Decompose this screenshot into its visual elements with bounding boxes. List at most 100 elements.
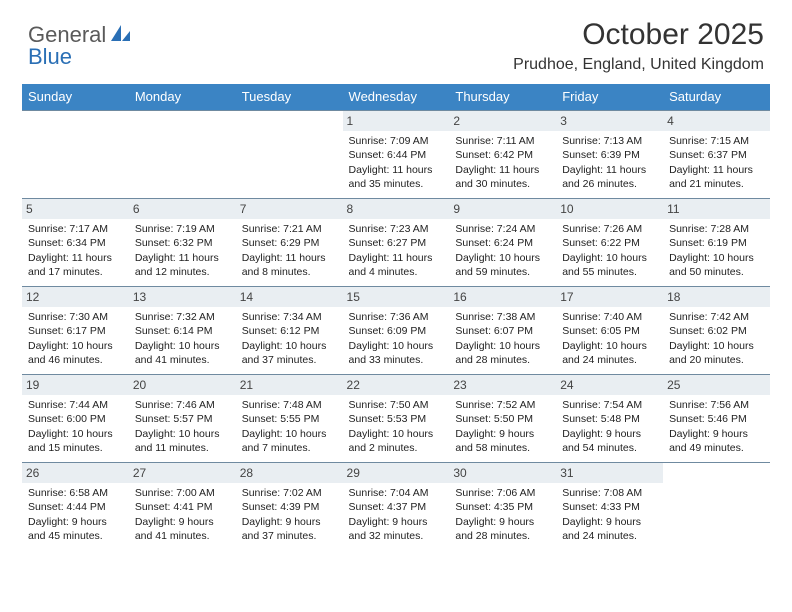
daylight-line: Daylight: 9 hours and 41 minutes. (135, 515, 230, 543)
sunrise-line: Sunrise: 7:02 AM (242, 486, 337, 500)
location-subtitle: Prudhoe, England, United Kingdom (22, 56, 764, 74)
calendar-cell: 24Sunrise: 7:54 AMSunset: 5:48 PMDayligh… (556, 375, 663, 463)
sunset-line: Sunset: 6:42 PM (455, 148, 550, 162)
day-number: 21 (236, 375, 343, 395)
calendar-cell: 23Sunrise: 7:52 AMSunset: 5:50 PMDayligh… (449, 375, 556, 463)
calendar-cell: 18Sunrise: 7:42 AMSunset: 6:02 PMDayligh… (663, 287, 770, 375)
daylight-line: Daylight: 9 hours and 24 minutes. (562, 515, 657, 543)
calendar-cell: 11Sunrise: 7:28 AMSunset: 6:19 PMDayligh… (663, 199, 770, 287)
calendar-cell (129, 111, 236, 199)
day-number: 3 (556, 111, 663, 131)
daylight-line: Daylight: 9 hours and 49 minutes. (669, 427, 764, 455)
sunset-line: Sunset: 4:39 PM (242, 500, 337, 514)
calendar-cell: 19Sunrise: 7:44 AMSunset: 6:00 PMDayligh… (22, 375, 129, 463)
day-number: 2 (449, 111, 556, 131)
daylight-line: Daylight: 11 hours and 35 minutes. (349, 163, 444, 191)
day-number: 25 (663, 375, 770, 395)
calendar-cell: 1Sunrise: 7:09 AMSunset: 6:44 PMDaylight… (343, 111, 450, 199)
calendar-cell: 15Sunrise: 7:36 AMSunset: 6:09 PMDayligh… (343, 287, 450, 375)
sunrise-line: Sunrise: 7:30 AM (28, 310, 123, 324)
day-number: 5 (22, 199, 129, 219)
day-number: 18 (663, 287, 770, 307)
calendar-cell: 27Sunrise: 7:00 AMSunset: 4:41 PMDayligh… (129, 463, 236, 551)
daylight-line: Daylight: 10 hours and 46 minutes. (28, 339, 123, 367)
daylight-line: Daylight: 10 hours and 41 minutes. (135, 339, 230, 367)
sunset-line: Sunset: 4:41 PM (135, 500, 230, 514)
day-number: 19 (22, 375, 129, 395)
sunset-line: Sunset: 6:19 PM (669, 236, 764, 250)
day-number: 12 (22, 287, 129, 307)
daylight-line: Daylight: 11 hours and 17 minutes. (28, 251, 123, 279)
brand-logo: General Blue (28, 22, 131, 48)
calendar-cell: 16Sunrise: 7:38 AMSunset: 6:07 PMDayligh… (449, 287, 556, 375)
sunrise-line: Sunrise: 7:21 AM (242, 222, 337, 236)
sunset-line: Sunset: 6:29 PM (242, 236, 337, 250)
calendar-cell: 22Sunrise: 7:50 AMSunset: 5:53 PMDayligh… (343, 375, 450, 463)
weekday-header: Monday (129, 84, 236, 111)
sunset-line: Sunset: 6:12 PM (242, 324, 337, 338)
calendar-cell: 13Sunrise: 7:32 AMSunset: 6:14 PMDayligh… (129, 287, 236, 375)
sunset-line: Sunset: 5:53 PM (349, 412, 444, 426)
sunset-line: Sunset: 6:17 PM (28, 324, 123, 338)
sunrise-line: Sunrise: 7:56 AM (669, 398, 764, 412)
calendar-cell: 14Sunrise: 7:34 AMSunset: 6:12 PMDayligh… (236, 287, 343, 375)
day-number: 10 (556, 199, 663, 219)
day-number: 7 (236, 199, 343, 219)
sunset-line: Sunset: 6:24 PM (455, 236, 550, 250)
calendar-cell: 30Sunrise: 7:06 AMSunset: 4:35 PMDayligh… (449, 463, 556, 551)
daylight-line: Daylight: 11 hours and 12 minutes. (135, 251, 230, 279)
sunrise-line: Sunrise: 7:34 AM (242, 310, 337, 324)
sunrise-line: Sunrise: 7:42 AM (669, 310, 764, 324)
day-number: 6 (129, 199, 236, 219)
sunrise-line: Sunrise: 7:00 AM (135, 486, 230, 500)
daylight-line: Daylight: 10 hours and 7 minutes. (242, 427, 337, 455)
calendar-cell (22, 111, 129, 199)
daylight-line: Daylight: 9 hours and 54 minutes. (562, 427, 657, 455)
daylight-line: Daylight: 11 hours and 26 minutes. (562, 163, 657, 191)
sunset-line: Sunset: 6:44 PM (349, 148, 444, 162)
calendar-cell: 5Sunrise: 7:17 AMSunset: 6:34 PMDaylight… (22, 199, 129, 287)
sunset-line: Sunset: 6:37 PM (669, 148, 764, 162)
calendar-cell (663, 463, 770, 551)
sunset-line: Sunset: 6:27 PM (349, 236, 444, 250)
daylight-line: Daylight: 10 hours and 2 minutes. (349, 427, 444, 455)
sunrise-line: Sunrise: 7:26 AM (562, 222, 657, 236)
sunset-line: Sunset: 4:33 PM (562, 500, 657, 514)
calendar-cell: 21Sunrise: 7:48 AMSunset: 5:55 PMDayligh… (236, 375, 343, 463)
brand-sail-icon (109, 23, 131, 48)
daylight-line: Daylight: 10 hours and 24 minutes. (562, 339, 657, 367)
sunset-line: Sunset: 6:00 PM (28, 412, 123, 426)
sunrise-line: Sunrise: 7:19 AM (135, 222, 230, 236)
sunset-line: Sunset: 5:50 PM (455, 412, 550, 426)
weekday-header: Saturday (663, 84, 770, 111)
sunrise-line: Sunrise: 7:32 AM (135, 310, 230, 324)
weekday-header: Sunday (22, 84, 129, 111)
day-number: 30 (449, 463, 556, 483)
sunrise-line: Sunrise: 7:38 AM (455, 310, 550, 324)
daylight-line: Daylight: 10 hours and 50 minutes. (669, 251, 764, 279)
calendar-cell: 2Sunrise: 7:11 AMSunset: 6:42 PMDaylight… (449, 111, 556, 199)
sunrise-line: Sunrise: 7:50 AM (349, 398, 444, 412)
sunset-line: Sunset: 5:57 PM (135, 412, 230, 426)
calendar-cell: 12 Sunrise: 7:30 AMSunset: 6:17 PMDayligh… (22, 287, 129, 375)
calendar-header-row: SundayMondayTuesdayWednesdayThursdayFrid… (22, 84, 770, 111)
daylight-line: Daylight: 11 hours and 4 minutes. (349, 251, 444, 279)
daylight-line: Daylight: 9 hours and 28 minutes. (455, 515, 550, 543)
daylight-line: Daylight: 10 hours and 28 minutes. (455, 339, 550, 367)
month-title: October 2025 (22, 18, 764, 52)
sunrise-line: Sunrise: 7:44 AM (28, 398, 123, 412)
day-number: 23 (449, 375, 556, 395)
weekday-header: Wednesday (343, 84, 450, 111)
sunrise-line: Sunrise: 6:58 AM (28, 486, 123, 500)
day-number: 17 (556, 287, 663, 307)
day-number: 28 (236, 463, 343, 483)
daylight-line: Daylight: 10 hours and 20 minutes. (669, 339, 764, 367)
sunrise-line: Sunrise: 7:17 AM (28, 222, 123, 236)
sunrise-line: Sunrise: 7:40 AM (562, 310, 657, 324)
sunrise-line: Sunrise: 7:48 AM (242, 398, 337, 412)
sunset-line: Sunset: 4:37 PM (349, 500, 444, 514)
calendar-table: SundayMondayTuesdayWednesdayThursdayFrid… (22, 84, 770, 551)
sunset-line: Sunset: 6:14 PM (135, 324, 230, 338)
day-number: 9 (449, 199, 556, 219)
sunset-line: Sunset: 6:09 PM (349, 324, 444, 338)
